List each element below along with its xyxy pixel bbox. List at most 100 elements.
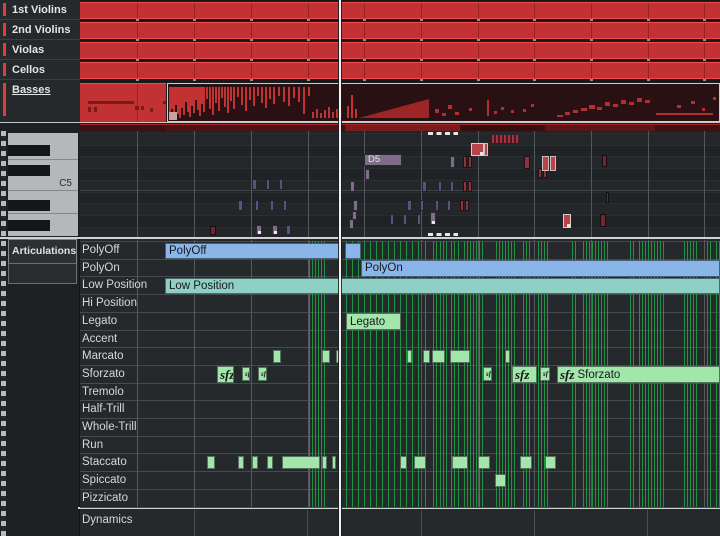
midi-note[interactable] [550, 156, 556, 171]
articulation-event[interactable] [322, 349, 330, 364]
midi-note[interactable] [407, 200, 412, 211]
articulation-event[interactable] [273, 349, 281, 364]
track-event[interactable] [80, 1, 720, 20]
articulation-event[interactable] [450, 349, 470, 364]
articulation-event[interactable] [400, 455, 407, 470]
midi-note[interactable] [600, 214, 606, 227]
articulation-event[interactable] [478, 455, 490, 470]
midi-note[interactable] [286, 225, 291, 235]
midi-note[interactable] [450, 156, 455, 168]
articulation-event[interactable] [332, 455, 336, 470]
midi-note[interactable] [484, 143, 488, 156]
playhead[interactable] [338, 0, 342, 536]
articulation-event[interactable]: sfz [217, 366, 234, 383]
midi-note[interactable] [468, 156, 472, 168]
midi-note[interactable] [435, 200, 439, 211]
track-event[interactable] [80, 61, 720, 80]
midi-note[interactable] [420, 200, 424, 211]
midi-note[interactable] [390, 214, 394, 225]
midi-note[interactable] [365, 169, 370, 180]
event-resize-handle[interactable] [168, 111, 177, 120]
articulation-event[interactable] [322, 455, 327, 470]
articulation-event[interactable]: sf [540, 367, 550, 381]
midi-note[interactable] [279, 179, 283, 190]
midi-note[interactable] [463, 156, 467, 168]
articulation-event[interactable] [520, 455, 532, 470]
track-row-cellos[interactable]: Cellos [0, 60, 80, 80]
midi-note[interactable] [417, 214, 421, 225]
midi-note[interactable] [430, 212, 436, 225]
track-event[interactable] [80, 82, 166, 122]
track-event[interactable] [80, 21, 720, 40]
midi-note[interactable] [270, 200, 274, 211]
articulation-event[interactable] [407, 349, 412, 364]
midi-note[interactable] [563, 214, 571, 228]
articulation-event[interactable] [505, 349, 510, 364]
midi-note[interactable] [538, 168, 542, 178]
articulation-lane-area[interactable]: PolyOff PolyOn Low Position Legato sfz sf sf sf… [80, 239, 720, 536]
articulation-event-polyoff[interactable]: PolyOff [165, 242, 340, 259]
midi-note[interactable] [210, 226, 216, 235]
black-key[interactable] [8, 165, 50, 176]
track-row-basses[interactable]: Basses [0, 80, 80, 123]
articulation-event[interactable] [282, 455, 320, 470]
articulation-event[interactable] [545, 455, 556, 470]
midi-note[interactable] [283, 200, 287, 211]
midi-note[interactable]: D5 [364, 154, 402, 166]
midi-note[interactable] [524, 156, 530, 169]
articulation-event[interactable] [495, 473, 506, 488]
midi-note[interactable] [403, 214, 407, 225]
midi-note[interactable] [471, 143, 484, 156]
articulations-header[interactable]: Articulations [8, 239, 77, 264]
track-row-1st-violins[interactable]: 1st Violins [0, 0, 80, 20]
black-key[interactable] [8, 200, 50, 211]
selected-audio-event[interactable] [166, 82, 720, 122]
articulation-event[interactable] [452, 455, 468, 470]
midi-note[interactable] [542, 156, 549, 171]
articulation-event[interactable]: sf [258, 367, 267, 381]
midi-note[interactable] [252, 179, 257, 190]
midi-note[interactable] [606, 192, 609, 203]
midi-note[interactable] [465, 200, 469, 211]
track-row-2nd-violins[interactable]: 2nd Violins [0, 20, 80, 40]
track-event[interactable] [80, 41, 720, 60]
black-key[interactable] [8, 220, 50, 231]
articulation-event[interactable] [432, 349, 445, 364]
articulation-event[interactable] [267, 455, 273, 470]
midi-note[interactable] [468, 181, 472, 192]
articulation-event-low-position[interactable]: Low Position [165, 277, 720, 295]
piano-roll-grid[interactable]: D5 [80, 131, 720, 237]
articulation-event[interactable] [238, 455, 244, 470]
midi-note[interactable] [256, 225, 262, 235]
midi-note[interactable] [463, 181, 467, 192]
articulations-sub-box[interactable] [8, 263, 77, 284]
articulation-event[interactable] [423, 349, 430, 364]
midi-note[interactable] [422, 181, 427, 192]
midi-note[interactable] [255, 200, 259, 211]
midi-note[interactable] [460, 200, 464, 211]
midi-note[interactable] [349, 219, 354, 229]
articulation-event-legato[interactable]: Legato [346, 313, 401, 330]
articulation-event-sforzato[interactable]: sfz Sforzato [557, 366, 720, 383]
articulation-event[interactable] [345, 242, 361, 259]
articulation-event-polyon[interactable]: PolyOn [361, 260, 720, 277]
articulation-event[interactable] [207, 455, 215, 470]
midi-note[interactable] [450, 181, 454, 192]
articulation-event[interactable]: sf [483, 367, 492, 381]
midi-note[interactable] [492, 135, 519, 143]
black-key[interactable] [8, 145, 50, 156]
midi-note[interactable] [438, 181, 442, 192]
piano-keyboard[interactable]: C5 [8, 131, 78, 237]
midi-note[interactable] [272, 225, 278, 235]
midi-note[interactable] [266, 179, 270, 190]
articulation-event[interactable]: sf [242, 367, 250, 381]
articulation-event[interactable] [252, 455, 258, 470]
track-row-violas[interactable]: Violas [0, 40, 80, 60]
midi-note[interactable] [238, 200, 243, 211]
articulation-event[interactable] [414, 455, 426, 470]
midi-note[interactable] [350, 181, 355, 192]
midi-note[interactable] [352, 211, 357, 220]
articulation-event[interactable]: sfz [512, 366, 537, 383]
midi-note[interactable] [353, 200, 358, 211]
midi-note[interactable] [447, 200, 451, 211]
